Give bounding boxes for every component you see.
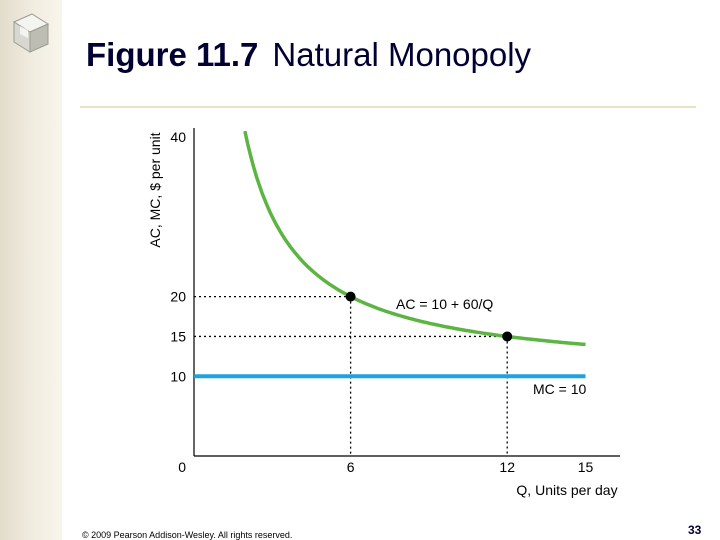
x-tick-12: 12: [499, 459, 515, 475]
slide-title: Figure 11.7 Natural Monopoly: [86, 36, 531, 74]
y-tick-labels: 10 15 20 40: [170, 129, 186, 384]
x-axis-label: Q, Units per day: [516, 482, 617, 498]
ac-point-0: [345, 291, 356, 302]
y-tick-10: 10: [170, 368, 186, 384]
ac-curve: [243, 130, 586, 347]
y-tick-15: 15: [170, 328, 186, 344]
title-divider: [80, 106, 696, 108]
figure-number: Figure 11.7: [86, 36, 259, 73]
x-tick-0: 0: [178, 459, 186, 475]
copyright-footer: © 2009 Pearson Addison-Wesley. All right…: [82, 530, 293, 540]
y-axis-label: AC, MC, $ per unit: [147, 132, 163, 247]
mc-line-label: MC = 10: [533, 381, 587, 397]
x-tick-15: 15: [578, 459, 594, 475]
ac-point-1: [502, 331, 513, 342]
glass-cube-icon: [12, 13, 50, 53]
figure-name: Natural Monopoly: [272, 36, 532, 73]
data-points: [345, 291, 513, 342]
y-tick-40: 40: [170, 129, 186, 145]
x-tick-labels: 0 6 12 15: [178, 459, 593, 475]
decorative-side-bar: [0, 0, 62, 540]
guide-lines: [194, 295, 508, 456]
ac-curve-label: AC = 10 + 60/Q: [396, 296, 493, 312]
x-tick-6: 6: [347, 459, 355, 475]
page-number: 33: [688, 523, 702, 537]
y-tick-20: 20: [170, 289, 186, 305]
